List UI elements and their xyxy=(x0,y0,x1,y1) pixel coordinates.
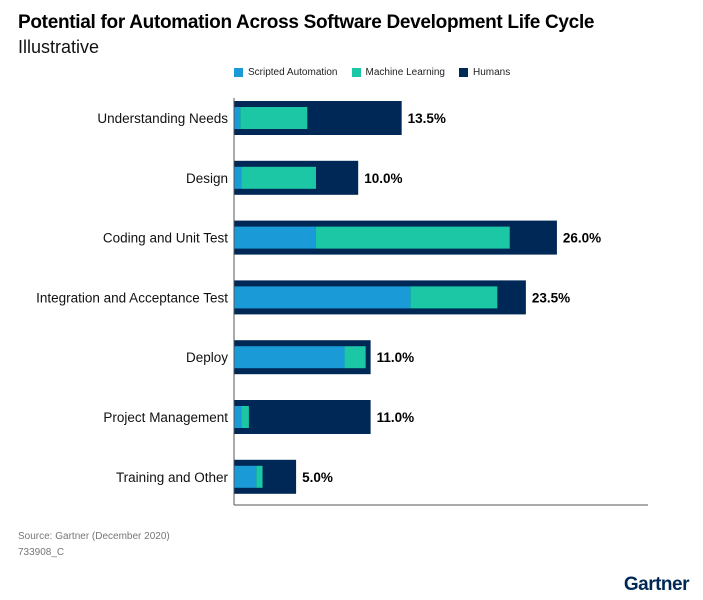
bar-machine-learning xyxy=(315,226,510,249)
legend-item-ml: Machine Learning xyxy=(351,67,446,78)
bar-scripted-automation xyxy=(234,226,316,249)
bar-scripted-automation xyxy=(234,406,242,428)
total-label: 11.0% xyxy=(377,410,415,425)
bar-machine-learning xyxy=(344,346,366,369)
bar-machine-learning xyxy=(241,166,316,189)
bar-machine-learning xyxy=(410,286,498,309)
category-label: Training and Other xyxy=(116,470,229,485)
category-label: Integration and Acceptance Test xyxy=(36,290,228,305)
category-label: Design xyxy=(186,171,228,186)
bar-machine-learning xyxy=(256,465,263,488)
total-label: 13.5% xyxy=(408,111,446,126)
total-label: 11.0% xyxy=(377,350,415,365)
bar-machine-learning xyxy=(240,107,308,129)
gartner-logo: Gartner xyxy=(623,574,690,595)
bar-scripted-automation xyxy=(234,465,257,488)
legend-label: Scripted Automation xyxy=(248,67,338,78)
chart-subtitle: Illustrative xyxy=(18,37,100,57)
category-label: Coding and Unit Test xyxy=(103,231,228,246)
legend-swatch-ml xyxy=(351,68,361,77)
bar-scripted-automation xyxy=(234,166,242,189)
legend-swatch-scripted xyxy=(234,68,243,77)
total-label: 26.0% xyxy=(563,231,601,246)
chart-title: Potential for Automation Across Software… xyxy=(18,12,595,33)
legend-label: Humans xyxy=(473,67,511,78)
total-label: 10.0% xyxy=(364,171,402,186)
legend: Scripted Automation Machine Learning Hum… xyxy=(234,67,510,78)
bar-humans xyxy=(234,400,371,434)
total-label: 5.0% xyxy=(302,470,333,485)
bar-machine-learning xyxy=(241,406,249,428)
category-label: Understanding Needs xyxy=(97,111,228,126)
bar-scripted-automation xyxy=(234,107,241,129)
legend-swatch-humans xyxy=(459,68,468,77)
legend-label: Machine Learning xyxy=(365,67,446,78)
source-note: Source: Gartner (December 2020) xyxy=(18,531,170,542)
figure-code: 733908_C xyxy=(18,547,65,558)
category-label: Project Management xyxy=(103,410,228,425)
legend-item-scripted: Scripted Automation xyxy=(234,67,338,78)
bar-scripted-automation xyxy=(234,286,411,309)
bar-scripted-automation xyxy=(234,346,345,369)
legend-item-humans: Humans xyxy=(459,67,510,78)
total-label: 23.5% xyxy=(532,290,570,305)
category-label: Deploy xyxy=(186,350,228,365)
